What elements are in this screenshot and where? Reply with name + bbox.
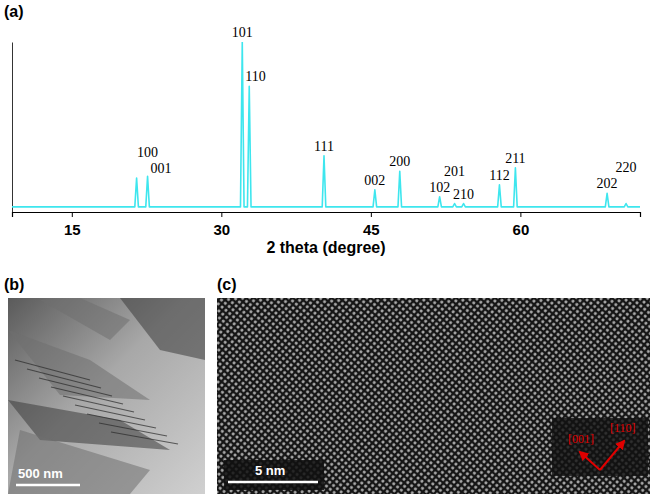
- x-tick: 15: [64, 212, 81, 238]
- tem-feature: [8, 430, 150, 494]
- x-tick-label: 15: [64, 221, 81, 238]
- peak-label: 102: [429, 180, 450, 195]
- x-axis-line: [13, 213, 641, 218]
- peak-label: 112: [489, 168, 509, 183]
- panel-label: (b): [4, 276, 24, 293]
- tem-streak: [75, 405, 145, 420]
- x-tick: 60: [513, 212, 530, 238]
- figure-svg: (a) 15 30 45 60 2 theta (degree) 001100 101 110 1…: [0, 0, 653, 497]
- x-tick-label: 30: [213, 221, 230, 238]
- scale-bar-label: 5 nm: [255, 463, 285, 478]
- peak-label: 200: [389, 154, 410, 169]
- x-tick-mark: [221, 212, 222, 217]
- scale-bar: [16, 484, 80, 487]
- peak-labels: 001100 101 110 111 002 200 102201 210 112 211 2022…: [137, 25, 636, 202]
- direction-arrow: [580, 452, 600, 470]
- tem-feature: [120, 298, 205, 360]
- plot-area: [12, 42, 640, 207]
- x-tick-mark: [72, 212, 73, 217]
- peak-label: 210: [453, 187, 474, 202]
- y-axis: [12, 43, 13, 213]
- tem-feature: [40, 298, 130, 340]
- peak-label: 001: [151, 161, 172, 176]
- hrtem-background: [217, 298, 650, 494]
- tem-streak: [111, 432, 178, 444]
- hrtem-image: 5 nm [001] [110]: [217, 298, 650, 494]
- peak-label: 002: [364, 173, 385, 188]
- scale-bar: [228, 481, 318, 484]
- y-axis-line: [12, 43, 13, 213]
- tem-streak: [27, 369, 101, 388]
- peak-label: 202: [597, 176, 618, 191]
- peak-label: 110: [245, 69, 265, 84]
- direction-arrow: [600, 441, 624, 470]
- peak-label: 100: [137, 145, 158, 160]
- peak-label: 211: [505, 151, 525, 166]
- tem-feature: [8, 330, 150, 400]
- x-axis: 15 30 45 60: [13, 212, 641, 238]
- tem-streak: [87, 414, 156, 428]
- tem-background: [8, 298, 205, 494]
- peak-label: 220: [616, 160, 637, 175]
- x-tick-label: 60: [513, 221, 530, 238]
- xrd-line: [12, 42, 640, 207]
- x-tick: 45: [363, 212, 380, 238]
- label-patch: [224, 460, 324, 490]
- tem-image: 500 nm: [8, 298, 205, 494]
- direction-label: [001]: [568, 432, 594, 446]
- x-tick-label: 45: [363, 221, 380, 238]
- tem-streak: [15, 360, 90, 380]
- x-axis-title: 2 theta (degree): [266, 239, 385, 256]
- peak-label: 201: [444, 164, 465, 179]
- figure: (a) 15 30 45 60 2 theta (degree) 001100 101 110 1…: [0, 0, 653, 497]
- label-patch: [552, 418, 648, 476]
- tem-streak: [99, 423, 167, 436]
- x-tick: 30: [213, 212, 230, 238]
- direction-label: [110]: [610, 421, 636, 435]
- peak-label: 111: [314, 139, 334, 154]
- peak-label: 101: [232, 25, 253, 40]
- panel-label: (a): [4, 3, 24, 20]
- panel-label: (c): [217, 276, 237, 293]
- scale-bar-label: 500 nm: [18, 466, 63, 481]
- x-tick-mark: [371, 212, 372, 217]
- x-tick-mark: [520, 212, 521, 217]
